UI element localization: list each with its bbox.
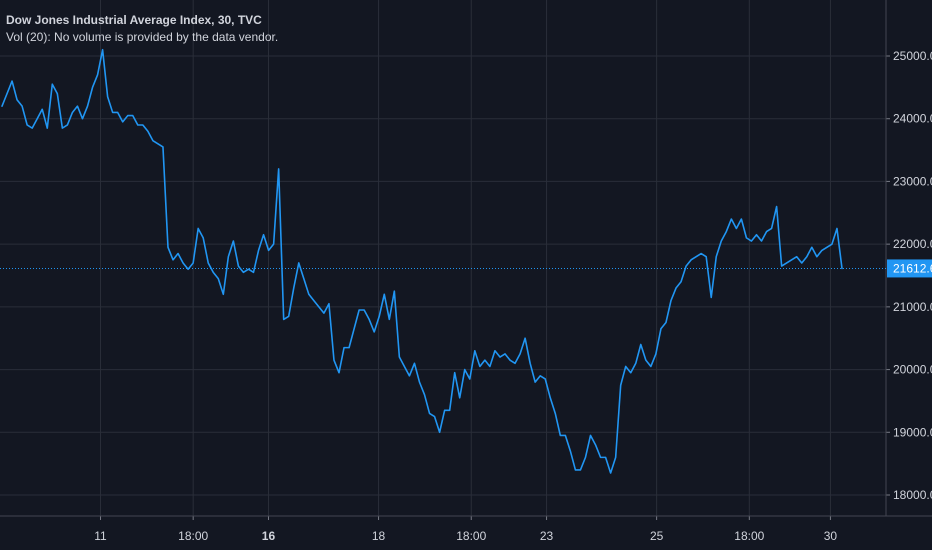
volume-note: Vol (20): No volume is provided by the d… [6, 30, 279, 44]
chart-grid [0, 0, 886, 516]
last-price-label-bg [887, 259, 932, 278]
x-tick-label: 18:00 [178, 529, 208, 543]
chart-legend: Dow Jones Industrial Average Index, 30, … [6, 12, 278, 46]
y-tick-label: 22000.0 [893, 237, 932, 251]
legend-title: Dow Jones Industrial Average Index, 30, … [6, 13, 262, 27]
x-tick-label: 11 [94, 529, 107, 543]
price-series [1, 48, 843, 474]
x-tick-label: 30 [824, 529, 838, 543]
y-tick-label: 23000.0 [893, 174, 932, 188]
price-line [1, 48, 843, 474]
x-tick-label: 18:00 [734, 529, 764, 543]
y-tick-label: 20000.0 [893, 363, 932, 377]
x-tick-label: 18 [372, 529, 386, 543]
last-price-marker: 21612.6 [0, 259, 932, 278]
last-price-label: 21612.6 [893, 261, 932, 275]
time-axis: 11 18:00 16 18 18:00 23 25 18:00 30 [0, 515, 932, 543]
x-tick-label: 25 [650, 529, 664, 543]
x-tick-label: 23 [540, 529, 554, 543]
y-tick-label: 18000.0 [893, 488, 932, 502]
y-tick-label: 25000.0 [893, 49, 932, 63]
x-tick-label: 16 [262, 529, 276, 543]
y-tick-label: 19000.0 [893, 425, 932, 439]
price-axis: 18000.0 19000.0 20000.0 21000.0 22000.0 23000… [885, 0, 932, 516]
y-tick-label: 21000.0 [893, 300, 932, 314]
y-tick-label: 24000.0 [893, 112, 932, 126]
x-tick-label: 18:00 [456, 529, 486, 543]
